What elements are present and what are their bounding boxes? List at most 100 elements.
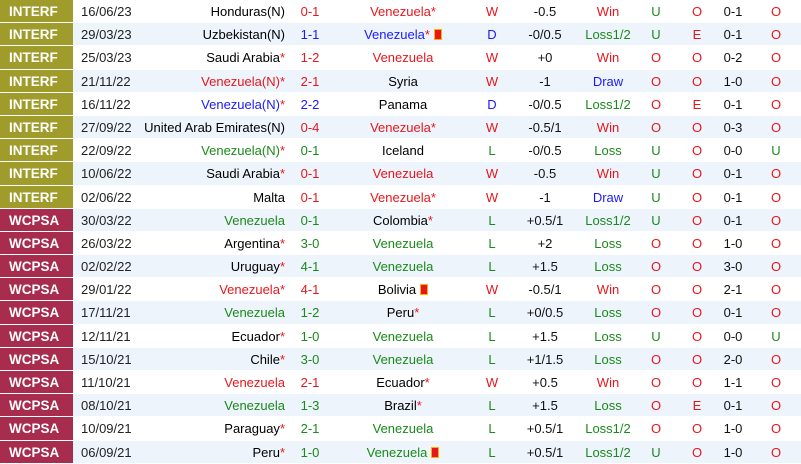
team-name: Venezuela <box>372 166 434 182</box>
odd-even: O <box>691 189 703 205</box>
team-name: Ecuador <box>376 375 425 390</box>
handicap: +0.5/1 <box>526 421 564 437</box>
half-over-under: O <box>770 235 782 251</box>
home-team: Venezuela <box>224 301 285 324</box>
odd-even: O <box>691 235 703 251</box>
half-score: 0-1 <box>723 305 743 321</box>
half-over-under: O <box>770 166 782 182</box>
handicap-result: Win <box>596 282 620 298</box>
half-score: 0-0 <box>723 328 743 344</box>
over-under: O <box>650 259 662 275</box>
away-team: Syria <box>332 70 474 93</box>
away-team: Venezuela <box>332 162 474 185</box>
match-row: WCPSA 15/10/21 Chile* Venezuela 3-0 L +1/1.5 Lo… <box>0 347 801 371</box>
handicap-result: Loss1/2 <box>585 421 631 437</box>
handicap-result: Loss <box>594 328 622 344</box>
away-team: Colombia* <box>332 209 474 232</box>
result: W <box>485 166 499 182</box>
score: 1-0 <box>300 328 320 344</box>
half-over-under: O <box>770 50 782 66</box>
team-star: * <box>430 4 436 19</box>
league: INTERF <box>0 162 73 185</box>
away-team: Venezuela* <box>332 116 474 139</box>
card-icon <box>433 29 442 41</box>
league: INTERF <box>0 139 73 162</box>
team-star: * <box>279 96 285 112</box>
score: 4-1 <box>300 282 320 298</box>
away-team: Venezuela <box>332 46 474 69</box>
score: 0-1 <box>300 143 320 159</box>
team-name: Venezuela <box>372 259 434 275</box>
team-star: * <box>416 398 422 414</box>
team-name: Venezuela(N) <box>201 96 280 112</box>
match-row: WCPSA 11/10/21 Venezuela Ecuador* 2-1 W +0.5 Wi… <box>0 371 801 395</box>
match-row: INTERF 21/11/22 Venezuela(N)* Syria 2-1 W -1 Dr… <box>0 69 801 93</box>
date: 02/06/22 <box>81 189 132 205</box>
half-score: 0-1 <box>723 398 743 414</box>
match-row: INTERF 27/09/22 United Arab Emirates(N) Ven… <box>0 115 801 140</box>
team-name: Bolivia <box>377 282 417 298</box>
team-name: Colombia <box>373 212 428 228</box>
over-under: O <box>650 119 662 135</box>
away-team: Panama <box>332 93 474 116</box>
over-under: O <box>650 50 662 66</box>
team-name: Peru <box>252 444 280 460</box>
date: 27/09/22 <box>81 119 132 135</box>
score: 0-1 <box>300 166 320 182</box>
handicap-result: Loss <box>594 398 622 414</box>
handicap-result: Loss <box>594 235 622 251</box>
result: W <box>485 189 499 205</box>
match-row: WCPSA 10/09/21 Paraguay* Venezuela 2-1 L +0.5/… <box>0 417 801 441</box>
date: 16/11/22 <box>81 96 131 112</box>
team-name: Venezuela <box>370 189 431 205</box>
match-row: INTERF 10/06/22 Saudi Arabia* Venezuela 0-1 W… <box>0 162 801 186</box>
team-name: Venezuela <box>370 119 431 135</box>
over-under: O <box>650 282 662 298</box>
date: 12/11/21 <box>81 328 131 344</box>
team-star: * <box>424 27 430 43</box>
league: WCPSA <box>0 324 73 347</box>
team-star: * <box>414 305 420 321</box>
over-under: O <box>650 398 662 414</box>
match-row: INTERF 25/03/23 Saudi Arabia* Venezuela 1-2 W… <box>0 46 801 70</box>
match-row: WCPSA 30/03/22 Venezuela Colombia* 0-1 L +0.5/… <box>0 208 801 232</box>
date: 15/10/21 <box>81 351 132 367</box>
half-score: 0-1 <box>723 4 743 19</box>
result: L <box>488 398 496 414</box>
date: 25/03/23 <box>81 50 132 66</box>
score: 1-2 <box>300 305 320 321</box>
handicap-result: Win <box>596 50 620 66</box>
odd-even: E <box>692 27 702 43</box>
over-under: U <box>651 212 661 228</box>
team-star: * <box>430 189 436 205</box>
team-name: Argentina <box>224 235 280 251</box>
half-score: 1-0 <box>723 73 743 89</box>
result: W <box>485 50 499 66</box>
team-star: * <box>279 421 285 437</box>
half-over-under: O <box>770 282 782 298</box>
date: 29/03/23 <box>81 27 132 43</box>
half-score: 2-0 <box>723 351 743 367</box>
over-under: O <box>650 351 662 367</box>
odd-even: O <box>691 166 703 182</box>
handicap-result: Loss <box>594 305 622 321</box>
team-name: Venezuela <box>366 444 428 460</box>
match-row: WCPSA 29/01/22 Venezuela* Bolivia 4-1 W -0.5/1… <box>0 278 801 302</box>
handicap: +1.5 <box>532 398 558 414</box>
handicap: +1.5 <box>532 328 558 344</box>
team-star: * <box>279 328 285 344</box>
league: WCPSA <box>0 347 73 370</box>
half-score: 0-2 <box>723 50 743 66</box>
half-over-under: U <box>771 143 781 159</box>
league: INTERF <box>0 46 73 69</box>
odd-even: O <box>691 351 703 367</box>
date: 02/02/22 <box>81 259 132 275</box>
home-team: Venezuela <box>224 371 285 394</box>
over-under: O <box>650 235 662 251</box>
home-team: Ecuador* <box>232 325 285 348</box>
score: 4-1 <box>300 259 320 275</box>
over-under: U <box>651 166 661 182</box>
team-star: * <box>430 119 436 135</box>
date: 11/10/21 <box>81 375 131 390</box>
team-name: Venezuela <box>372 351 434 367</box>
